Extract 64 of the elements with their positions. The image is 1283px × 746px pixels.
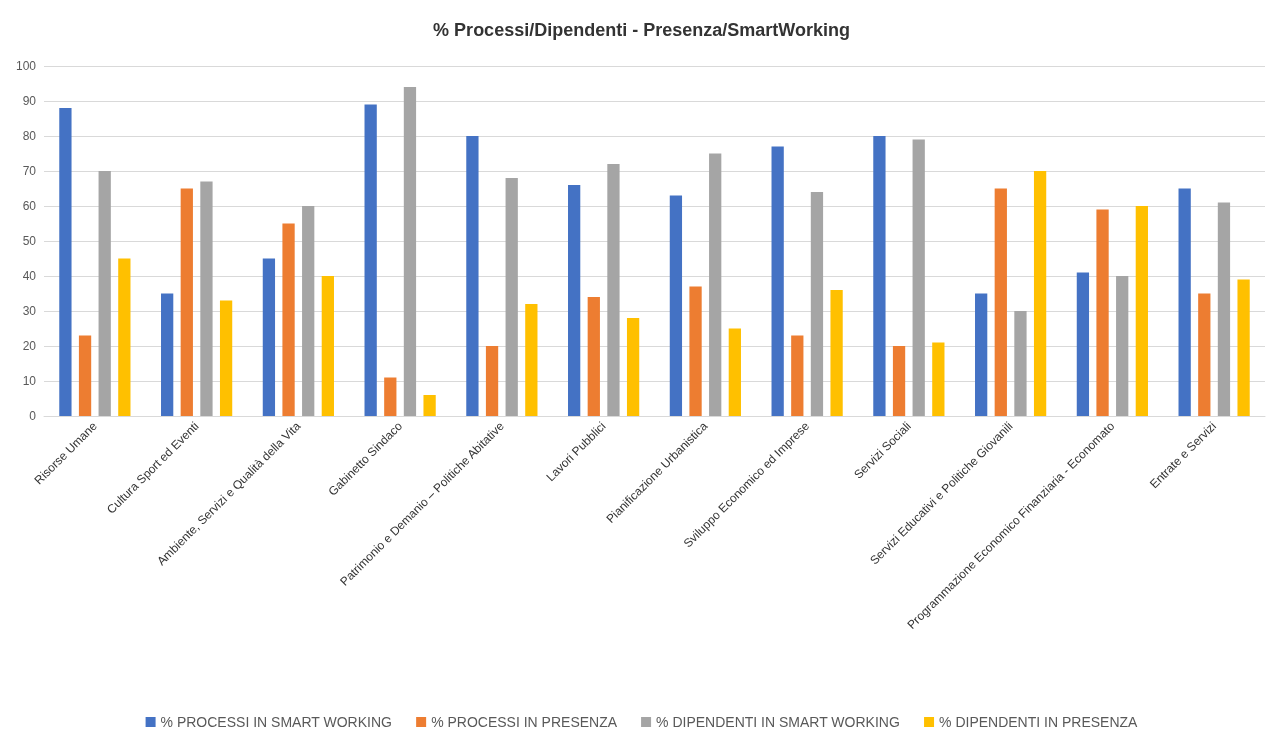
bar (607, 164, 620, 416)
y-tick-label: 60 (22, 199, 37, 213)
legend-label: % DIPENDENTI IN PRESENZA (939, 714, 1139, 730)
legend-label: % PROCESSI IN PRESENZA (431, 714, 618, 730)
bar (892, 346, 906, 416)
bar (505, 178, 518, 416)
y-tick-label: 40 (22, 269, 37, 283)
bar (485, 346, 499, 416)
bar (1198, 293, 1211, 416)
bar (975, 293, 988, 416)
bar (830, 290, 843, 416)
bar (525, 304, 538, 416)
bar (728, 328, 741, 416)
bar (771, 146, 784, 416)
bar (873, 136, 886, 416)
bar (302, 206, 315, 416)
bar (1116, 276, 1129, 416)
bar (1033, 171, 1047, 416)
bar (1237, 279, 1250, 416)
bar (161, 293, 174, 416)
bar (78, 335, 92, 416)
bar (423, 395, 436, 416)
bar (791, 335, 804, 416)
bar (1178, 188, 1191, 416)
bar (59, 108, 72, 416)
y-tick-label: 50 (22, 234, 37, 248)
bar (200, 181, 213, 416)
bar (466, 136, 479, 416)
y-tick-label: 10 (22, 374, 37, 388)
bar (1096, 209, 1109, 416)
bar (403, 87, 417, 416)
bar (118, 258, 131, 416)
bar (568, 185, 581, 416)
bar (810, 192, 824, 416)
y-tick-label: 100 (15, 59, 37, 73)
y-tick-label: 0 (29, 409, 37, 423)
bar (912, 139, 925, 416)
y-tick-label: 90 (22, 94, 37, 108)
bar (1135, 206, 1148, 416)
bar (1076, 272, 1090, 416)
legend-label: % DIPENDENTI IN SMART WORKING (656, 714, 900, 730)
y-tick-label: 70 (22, 164, 37, 178)
bar (282, 223, 295, 416)
chart-title: % Processi/Dipendenti - Presenza/SmartWorking (433, 20, 850, 40)
bar (626, 318, 640, 416)
y-tick-label: 80 (22, 129, 37, 143)
bar (1217, 202, 1231, 416)
bar (994, 188, 1007, 416)
bar (587, 297, 600, 416)
bar (932, 342, 945, 416)
bar (709, 153, 722, 416)
bar (219, 300, 233, 416)
bar (262, 258, 276, 416)
bar (384, 377, 397, 416)
bar (364, 104, 377, 416)
bar (1014, 311, 1027, 416)
y-tick-label: 30 (22, 304, 37, 318)
bar (689, 286, 702, 416)
bar (98, 171, 111, 416)
bar (321, 276, 334, 416)
bar (180, 188, 193, 416)
y-tick-label: 20 (22, 339, 37, 353)
bar (669, 195, 683, 416)
legend-label: % PROCESSI IN SMART WORKING (160, 714, 392, 730)
